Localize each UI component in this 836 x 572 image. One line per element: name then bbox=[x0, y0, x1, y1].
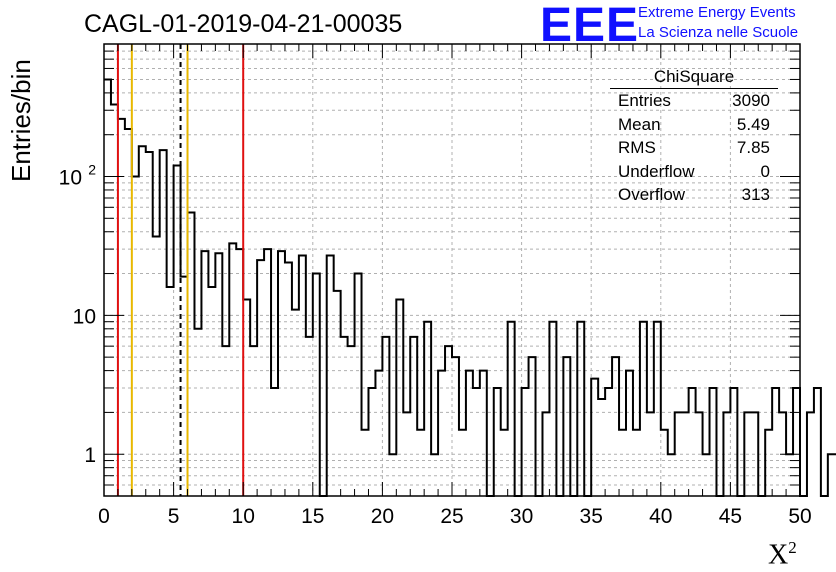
eee-logo: EEE bbox=[540, 0, 640, 52]
x-tick-label: 35 bbox=[580, 505, 603, 528]
x-axis-label-superscript: 2 bbox=[788, 538, 797, 557]
stats-label: Underflow bbox=[618, 161, 695, 181]
y-tick-label-superscript: 2 bbox=[88, 161, 96, 177]
x-tick-label: 50 bbox=[788, 505, 811, 528]
y-tick-label: 10 bbox=[59, 166, 82, 189]
stats-title: ChiSquare bbox=[610, 66, 778, 89]
x-tick-label: 15 bbox=[301, 505, 324, 528]
stats-row-rms: RMS 7.85 bbox=[610, 136, 778, 160]
stats-value: 3090 bbox=[732, 91, 770, 110]
x-tick-label: 5 bbox=[168, 505, 180, 528]
x-tick-label: 0 bbox=[98, 505, 110, 528]
x-tick-label: 10 bbox=[232, 505, 255, 528]
y-tick-label: 10 bbox=[73, 305, 96, 328]
stats-value: 313 bbox=[741, 185, 770, 204]
stats-label: Entries bbox=[618, 91, 671, 110]
y-tick-label: 1 bbox=[84, 444, 96, 467]
x-tick-label: 20 bbox=[371, 505, 394, 528]
stats-box: ChiSquare Entries 3090 Mean 5.49 RMS 7.85 Unde… bbox=[610, 66, 778, 207]
y-axis-label: Entries/bin bbox=[6, 59, 36, 182]
x-tick-label: 40 bbox=[649, 505, 672, 528]
stats-label: Overflow bbox=[618, 185, 686, 204]
stats-row-entries: Entries 3090 bbox=[610, 89, 778, 113]
chart-title: CAGL-01-2019-04-21-00035 bbox=[84, 10, 403, 38]
stats-rows: Entries 3090 Mean 5.49 RMS 7.85 Underflow 0 Over… bbox=[610, 89, 778, 207]
stats-value: 5.49 bbox=[736, 114, 770, 134]
stats-value: 7.85 bbox=[736, 138, 770, 157]
x-axis-label-main: X bbox=[768, 539, 789, 571]
logo-line-2: La Scienza nelle Scuole bbox=[638, 24, 799, 41]
stats-label: RMS bbox=[618, 138, 656, 157]
histogram-bars bbox=[104, 78, 836, 497]
stats-row-overflow: Overflow 313 bbox=[610, 183, 778, 207]
x-axis-label: X2 bbox=[768, 538, 797, 571]
x-tick-label: 45 bbox=[719, 505, 742, 528]
x-tick-label: 25 bbox=[440, 505, 463, 528]
x-tick-label: 30 bbox=[510, 505, 533, 528]
stats-row-mean: Mean 5.49 bbox=[610, 113, 778, 137]
stats-value: 0 bbox=[760, 161, 770, 181]
stats-row-underflow: Underflow 0 bbox=[610, 160, 778, 184]
logo-line-1: Extreme Energy Events bbox=[638, 4, 796, 21]
stats-label: Mean bbox=[618, 114, 661, 134]
